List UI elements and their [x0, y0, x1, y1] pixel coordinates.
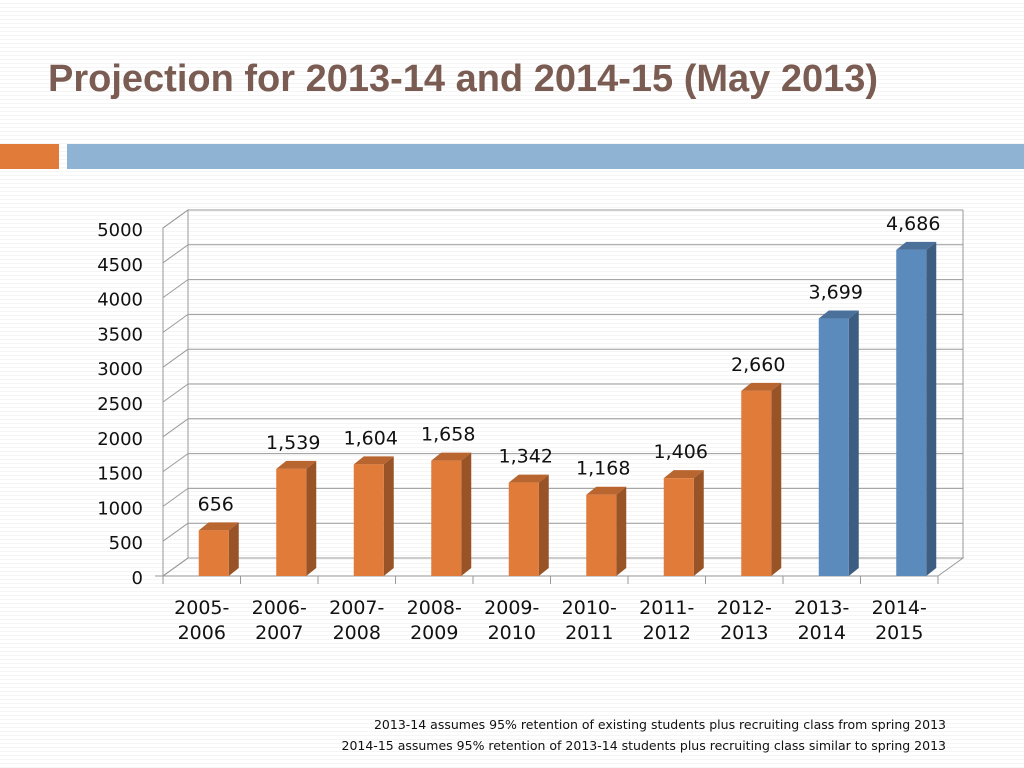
bar-top — [663, 470, 704, 479]
bar — [353, 464, 384, 576]
y-tick-label: 0 — [132, 568, 143, 589]
data-label: 656 — [198, 493, 234, 515]
bar-side — [461, 452, 472, 576]
y-tick-label: 2500 — [97, 394, 143, 415]
bar — [818, 318, 849, 576]
x-tick-label: 2011- — [639, 597, 694, 619]
title-rule-orange — [0, 144, 59, 169]
x-tick-label: 2005- — [174, 597, 229, 619]
bar-side — [848, 310, 859, 576]
x-tick-label: 2009 — [410, 622, 458, 644]
bar-top — [818, 310, 859, 319]
footnote-2014-15: 2014-15 assumes 95% retention of 2013-14… — [341, 738, 947, 753]
bar-side — [306, 460, 317, 576]
y-tick-label: 3500 — [97, 324, 143, 345]
data-label: 2,660 — [731, 354, 785, 376]
gridline-side-7 — [162, 313, 189, 333]
x-tick-label: 2006 — [178, 622, 226, 644]
data-label: 4,686 — [886, 213, 940, 235]
bar — [896, 249, 927, 576]
bar-top — [353, 456, 394, 465]
y-tick-label: 500 — [109, 533, 143, 554]
gridline-side-4 — [162, 418, 189, 438]
bar — [663, 478, 694, 576]
x-tick-label: 2013- — [794, 597, 849, 619]
bar-top — [508, 474, 549, 483]
x-tick-label: 2010 — [488, 622, 536, 644]
bar-top — [586, 486, 627, 495]
gridline-side-9 — [162, 244, 189, 264]
x-tick-label: 2015 — [875, 622, 923, 644]
data-label: 3,699 — [809, 282, 863, 304]
x-tick-label: 2006- — [252, 597, 307, 619]
bar — [508, 482, 539, 576]
bar — [198, 530, 229, 576]
bar-side — [926, 241, 937, 576]
bar-top — [431, 452, 472, 461]
title-rule-blue — [67, 144, 1024, 169]
bar-side — [383, 456, 394, 576]
data-label: 1,539 — [266, 432, 320, 454]
bar-side — [771, 382, 782, 576]
x-tick-label: 2010- — [562, 597, 617, 619]
y-tick-label: 1000 — [97, 498, 143, 519]
y-tick-label: 3000 — [97, 359, 143, 380]
y-tick-label: 5000 — [97, 220, 143, 241]
bar — [276, 468, 307, 576]
y-tick-label: 2000 — [97, 429, 143, 450]
x-tick-label: 2013 — [720, 622, 768, 644]
data-label: 1,658 — [421, 424, 475, 446]
bar-side — [538, 474, 549, 576]
y-tick-label: 1500 — [97, 464, 143, 485]
gridline-side-8 — [162, 279, 189, 299]
x-tick-label: 2011 — [565, 622, 613, 644]
x-tick-label: 2008 — [333, 622, 381, 644]
gridline-side-1 — [162, 522, 189, 542]
bar-top — [198, 522, 239, 531]
bar-side — [693, 470, 704, 576]
bar — [741, 390, 772, 576]
slide-title: Projection for 2013-14 and 2014-15 (May … — [48, 58, 879, 100]
data-label: 1,406 — [654, 441, 708, 463]
y-tick-label: 4500 — [97, 255, 143, 276]
footnotes: 2013-14 assumes 95% retention of existin… — [342, 714, 947, 756]
footnote-2013-14: 2013-14 assumes 95% retention of existin… — [373, 717, 946, 732]
x-tick-label: 2008- — [407, 597, 462, 619]
x-tick-label: 2012 — [643, 622, 691, 644]
y-tick-label: 4000 — [97, 290, 143, 311]
data-label: 1,604 — [344, 427, 398, 449]
bar-top — [741, 382, 782, 391]
x-tick-label: 2014- — [872, 597, 927, 619]
x-tick-label: 2007 — [255, 622, 303, 644]
data-label: 1,168 — [576, 458, 630, 480]
bar — [431, 460, 462, 576]
x-tick-label: 2014 — [798, 622, 846, 644]
bar-chart: 0 500 1000 1500 2000 2500 3000 3500 4000 4500 5000… — [97, 209, 965, 644]
bar-top — [896, 241, 937, 250]
gridline-side-3 — [162, 453, 189, 473]
gridline-side-6 — [162, 348, 189, 368]
gridline-side-2 — [162, 487, 189, 507]
x-tick-label: 2007- — [329, 597, 384, 619]
bar-side — [616, 486, 627, 576]
data-label: 1,342 — [499, 446, 553, 468]
gridline-side-10 — [162, 209, 189, 229]
bar — [586, 494, 617, 576]
gridline-side-5 — [162, 383, 189, 403]
bar-top — [276, 460, 317, 469]
x-tick-label: 2009- — [484, 597, 539, 619]
x-tick-label: 2012- — [717, 597, 772, 619]
bar-side — [228, 522, 239, 576]
